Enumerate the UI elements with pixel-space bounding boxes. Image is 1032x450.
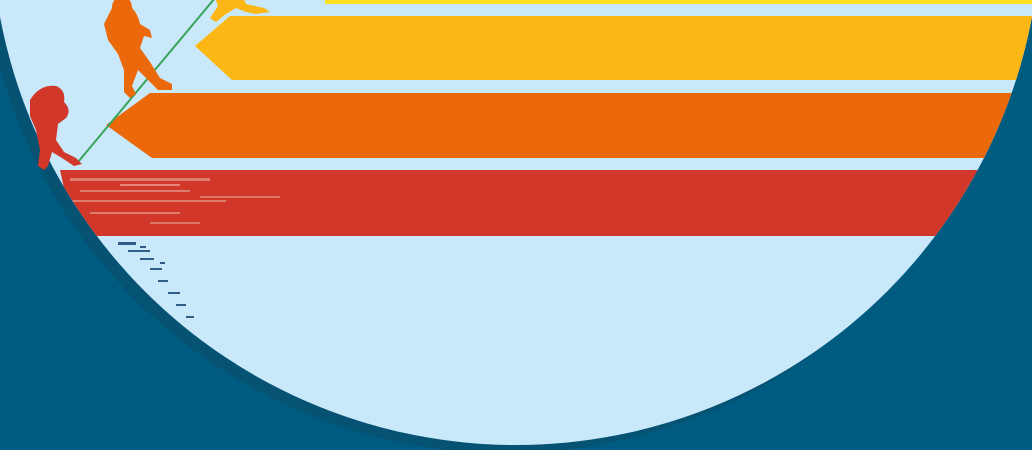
rope-icon [77,0,215,163]
grunge-specks [118,242,194,318]
stripe-orange-arrow [106,93,1032,158]
stripe-yellow [325,0,1032,4]
ape-icon [30,85,82,170]
crouching-human-icon [104,0,172,98]
stripe-red [60,170,1032,236]
red-stripe-texture [66,178,280,224]
stripe-amber-arrow [195,16,1032,80]
standing-human-icon [210,0,270,22]
stripes-group [60,0,1032,318]
